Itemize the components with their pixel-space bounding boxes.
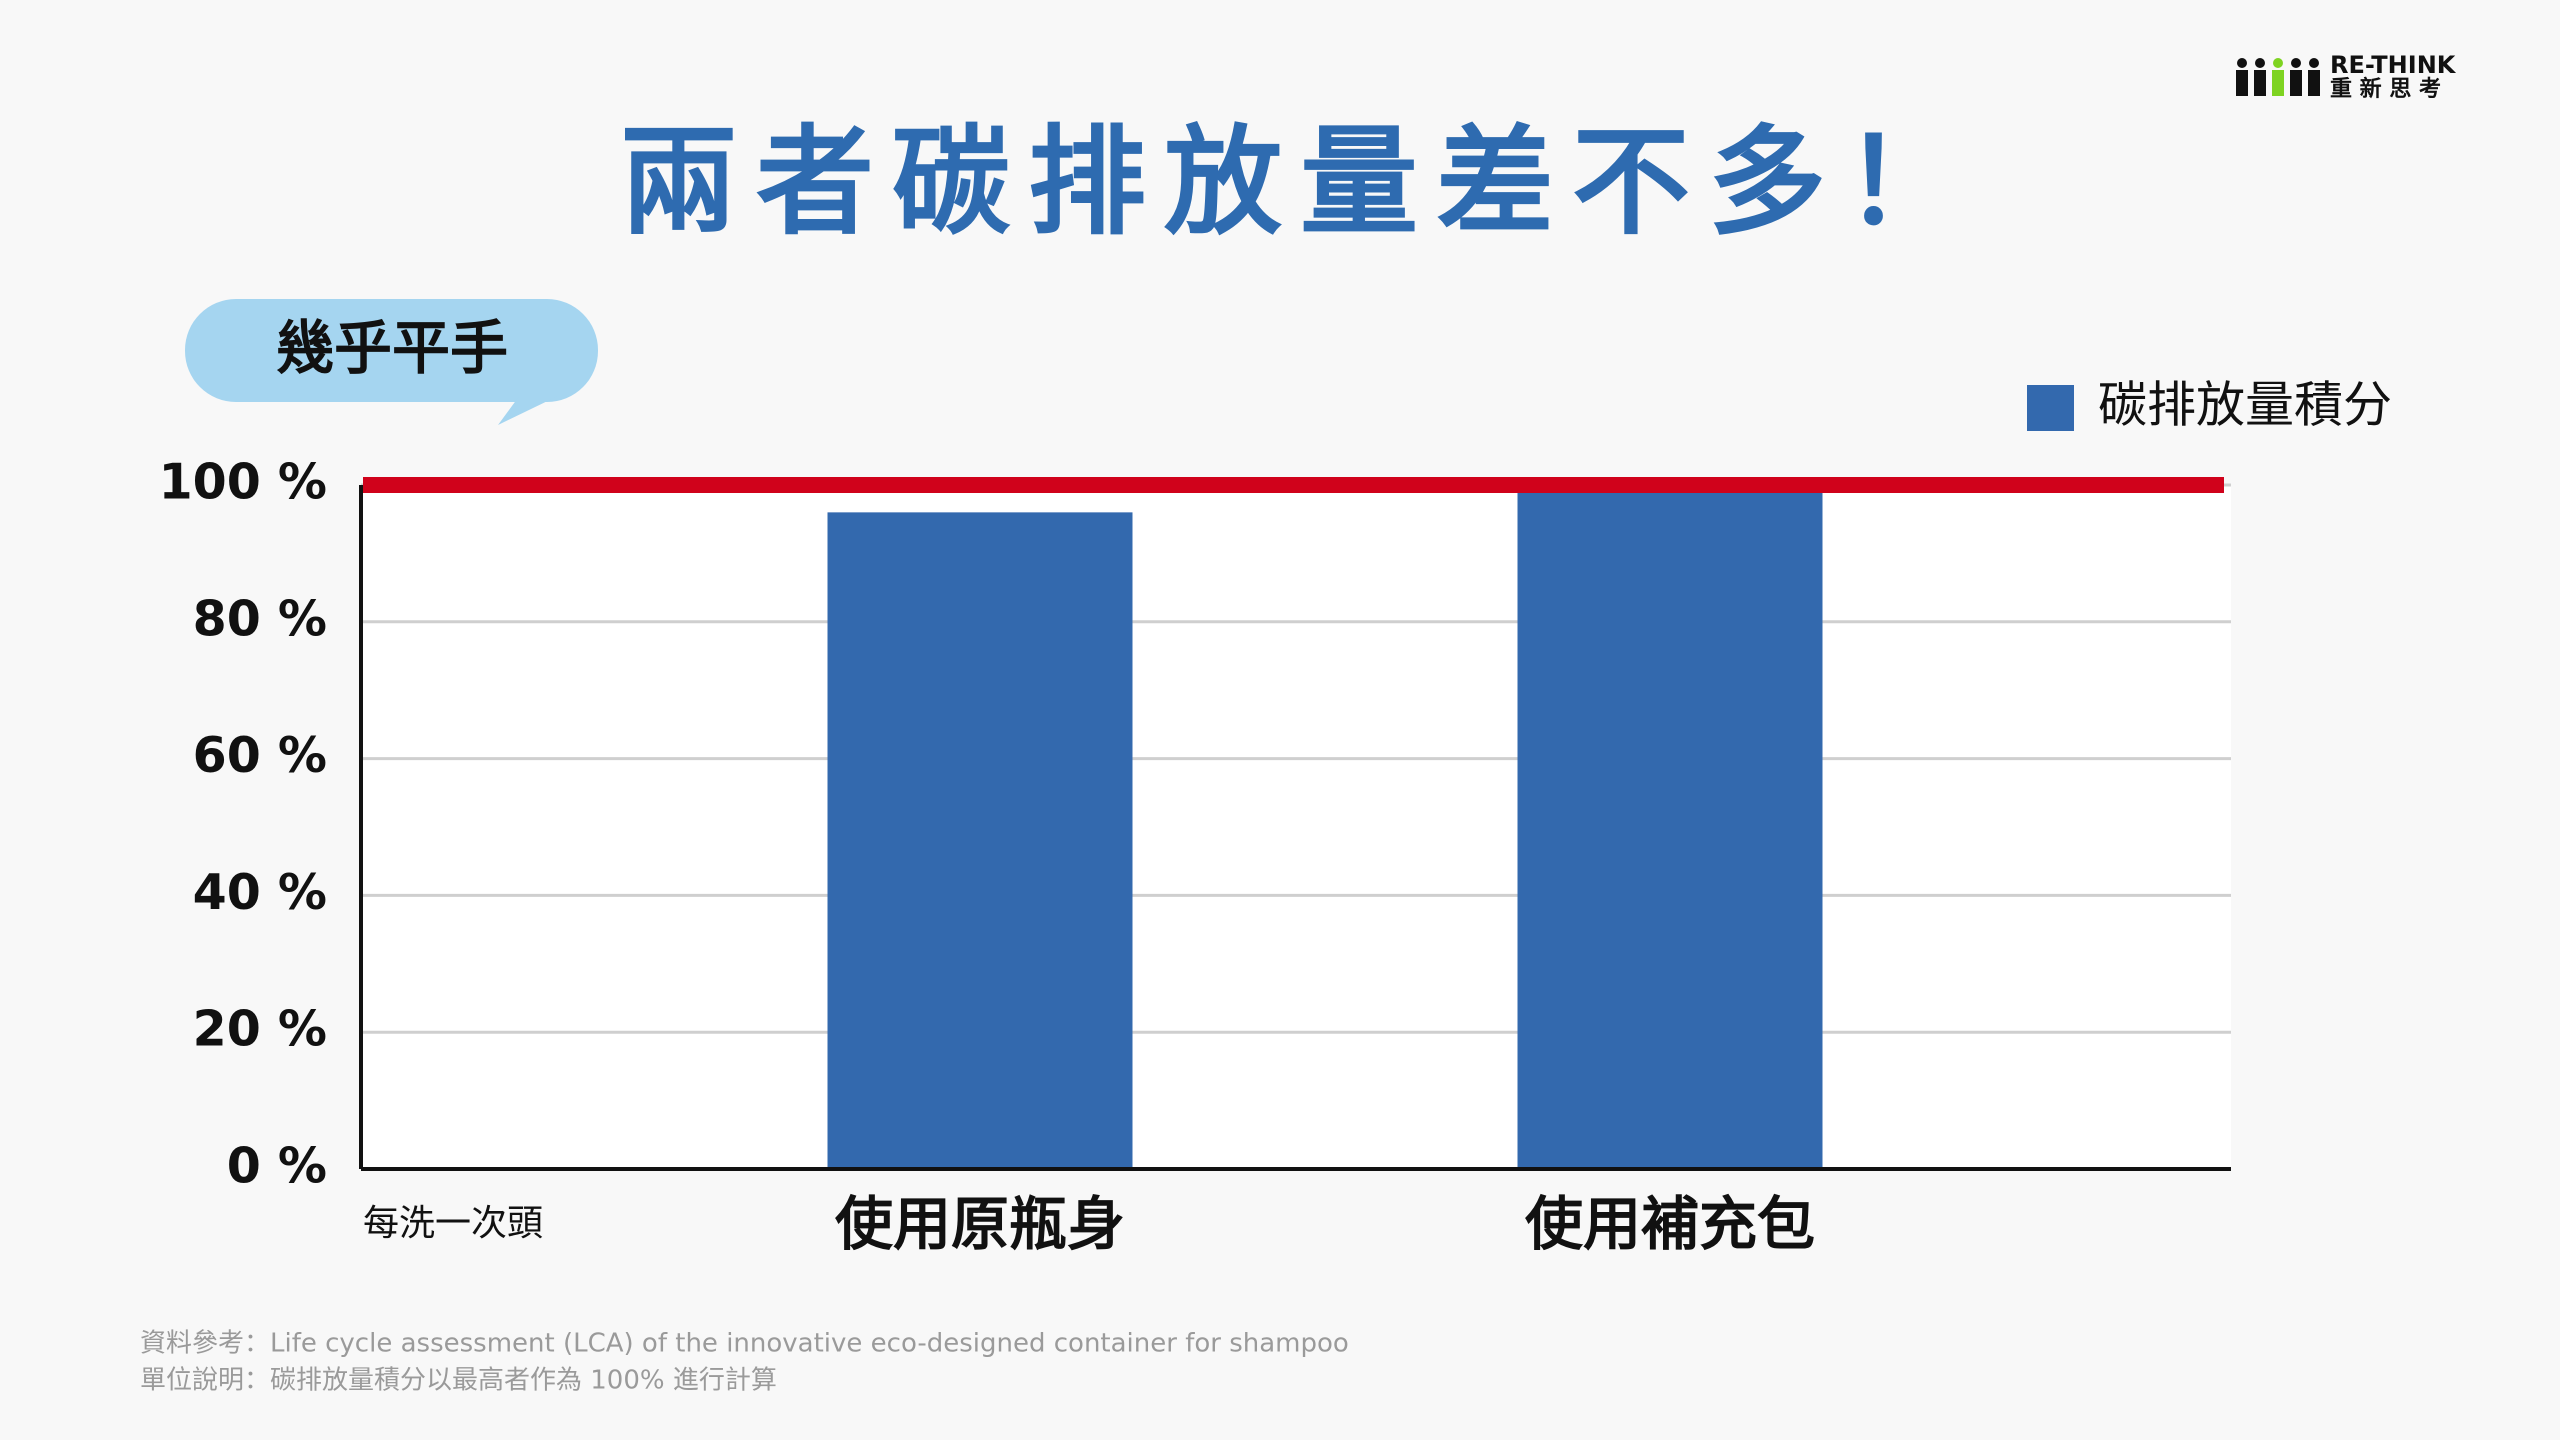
callout-tail: [498, 395, 560, 425]
y-tick-label: 100 %: [159, 454, 327, 511]
y-tick-label: 80 %: [193, 590, 327, 647]
callout: 幾乎平手: [185, 299, 598, 425]
chart: 0 % 20 % 40 % 60 % 80 % 100 % 使用原瓶身 使用補充包 碳排放量積分: [159, 377, 2392, 1259]
plot-area: [361, 485, 2231, 1169]
legend-swatch: [2027, 385, 2074, 431]
chart-title: 兩者碳排放量差不多！: [620, 113, 1980, 251]
y-tick-label: 60 %: [193, 727, 327, 784]
x-axis-label: 每洗一次頭: [363, 1203, 543, 1244]
x-tick-label: 使用原瓶身: [835, 1190, 1125, 1258]
bar: [827, 512, 1133, 1169]
legend-label: 碳排放量積分: [2098, 377, 2392, 434]
bar: [1517, 485, 1823, 1169]
note: 資料參考：Life cycle assessment (LCA) of the …: [140, 1329, 1349, 1359]
logo-icon: [2236, 58, 2320, 96]
logo: RE-THINK 重 新 思 考: [2236, 51, 2457, 102]
callout-bubble: [185, 299, 598, 402]
logo-name: RE-THINK: [2330, 51, 2457, 79]
y-tick-label: 40 %: [193, 864, 327, 921]
x-tick-label: 使用補充包: [1525, 1190, 1815, 1258]
logo-subtitle: 重 新 思 考: [2330, 76, 2441, 102]
note: 單位說明：碳排放量積分以最高者作為 100% 進行計算: [140, 1366, 777, 1396]
y-tick-label: 0 %: [227, 1138, 327, 1195]
y-tick-label: 20 %: [193, 1001, 327, 1058]
callout-text: 幾乎平手: [276, 314, 508, 382]
